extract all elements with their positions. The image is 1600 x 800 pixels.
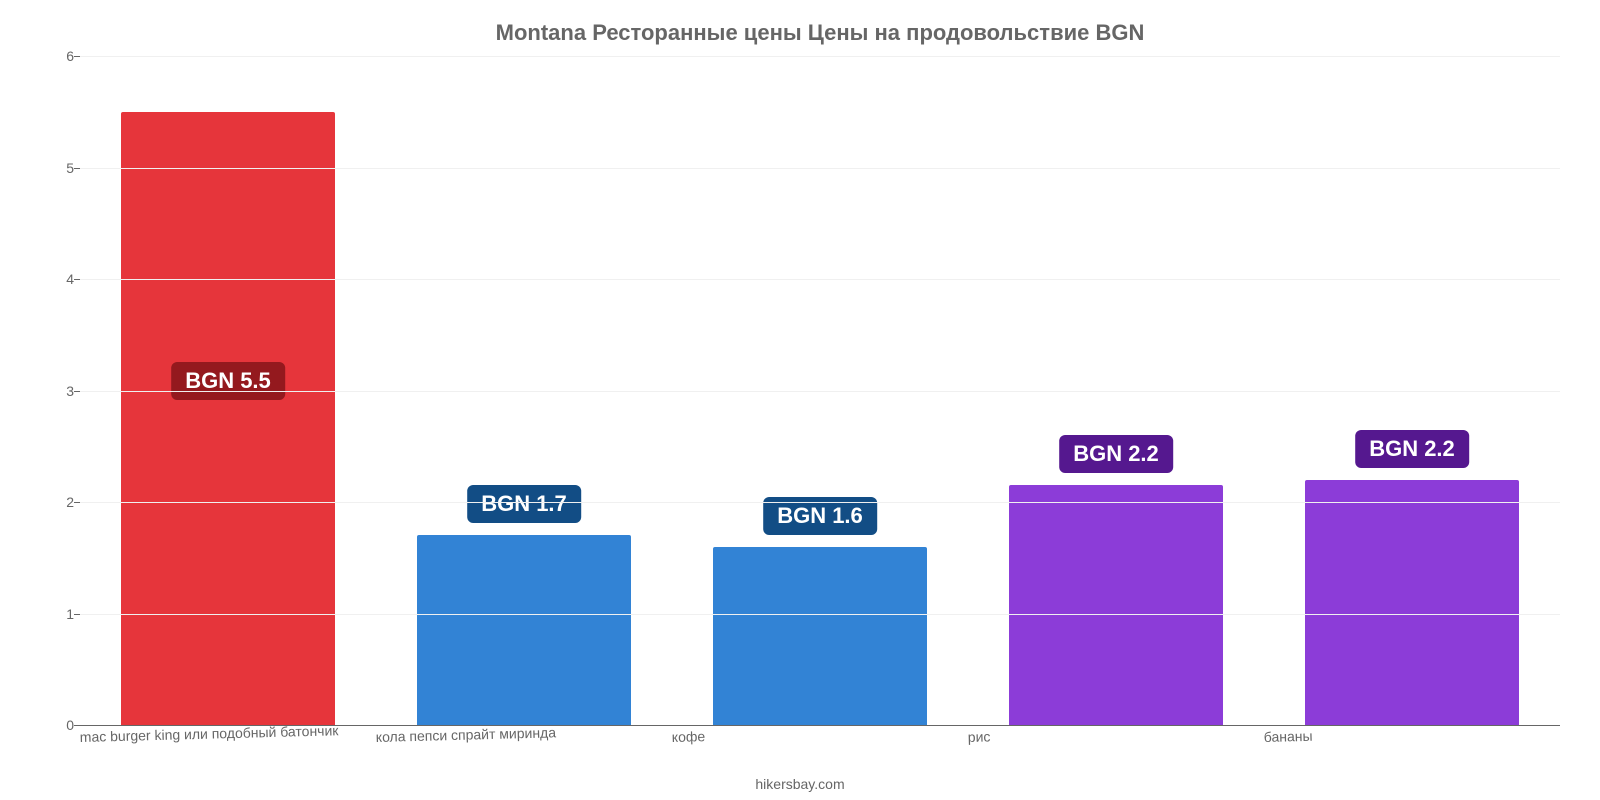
ytick-mark [74,614,80,615]
bar: BGN 1.6 [713,547,926,725]
ytick-label: 2 [50,494,74,510]
ytick-label: 3 [50,383,74,399]
ytick-label: 6 [50,48,74,64]
value-badge: BGN 2.2 [1059,435,1173,473]
xtick-label: кофе [672,728,706,745]
chart-title: Montana Ресторанные цены Цены на продово… [80,20,1560,46]
ytick-label: 1 [50,606,74,622]
gridline [80,168,1560,169]
bar: BGN 2.2 [1305,480,1518,725]
bar: BGN 5.5 [121,112,334,725]
value-badge: BGN 2.2 [1355,430,1469,468]
bar: BGN 2.2 [1009,485,1222,725]
gridline [80,502,1560,503]
chart-container: Montana Ресторанные цены Цены на продово… [0,0,1600,800]
ytick-mark [74,279,80,280]
ytick-mark [74,725,80,726]
gridline [80,56,1560,57]
xtick-label: бананы [1264,728,1313,745]
gridline [80,279,1560,280]
gridline [80,614,1560,615]
value-badge: BGN 5.5 [171,362,285,400]
ytick-mark [74,391,80,392]
gridline [80,391,1560,392]
value-badge: BGN 1.7 [467,485,581,523]
xtick-label: mac burger king или подобный батончик [80,722,339,745]
ytick-mark [74,168,80,169]
xtick-label: рис [968,728,991,745]
ytick-mark [74,56,80,57]
attribution-text: hikersbay.com [755,776,844,792]
ytick-label: 0 [50,717,74,733]
xtick-label: кола пепси спрайт миринда [376,724,557,745]
ytick-mark [74,502,80,503]
ytick-label: 5 [50,160,74,176]
bar: BGN 1.7 [417,535,630,725]
plot-area: BGN 5.5mac burger king или подобный бато… [80,56,1560,726]
ytick-label: 4 [50,271,74,287]
